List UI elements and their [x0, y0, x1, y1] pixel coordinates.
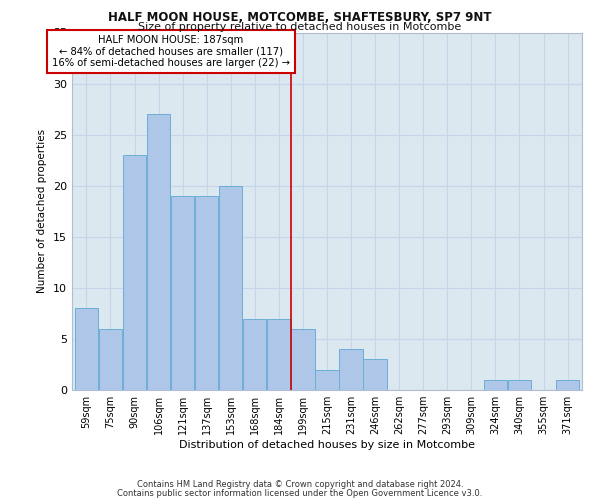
Bar: [147, 114, 170, 390]
Bar: [123, 155, 146, 390]
Bar: [556, 380, 579, 390]
Bar: [508, 380, 531, 390]
X-axis label: Distribution of detached houses by size in Motcombe: Distribution of detached houses by size …: [179, 440, 475, 450]
Text: HALF MOON HOUSE: 187sqm
← 84% of detached houses are smaller (117)
16% of semi-d: HALF MOON HOUSE: 187sqm ← 84% of detache…: [52, 34, 290, 68]
Bar: [484, 380, 507, 390]
Bar: [291, 328, 314, 390]
Bar: [171, 196, 194, 390]
Text: Contains public sector information licensed under the Open Government Licence v3: Contains public sector information licen…: [118, 488, 482, 498]
Bar: [267, 318, 290, 390]
Bar: [316, 370, 338, 390]
Bar: [99, 328, 122, 390]
Text: Contains HM Land Registry data © Crown copyright and database right 2024.: Contains HM Land Registry data © Crown c…: [137, 480, 463, 489]
Text: HALF MOON HOUSE, MOTCOMBE, SHAFTESBURY, SP7 9NT: HALF MOON HOUSE, MOTCOMBE, SHAFTESBURY, …: [108, 11, 492, 24]
Bar: [75, 308, 98, 390]
Bar: [340, 349, 363, 390]
Bar: [219, 186, 242, 390]
Bar: [195, 196, 218, 390]
Y-axis label: Number of detached properties: Number of detached properties: [37, 129, 47, 294]
Text: Size of property relative to detached houses in Motcombe: Size of property relative to detached ho…: [139, 22, 461, 32]
Bar: [243, 318, 266, 390]
Bar: [364, 360, 387, 390]
